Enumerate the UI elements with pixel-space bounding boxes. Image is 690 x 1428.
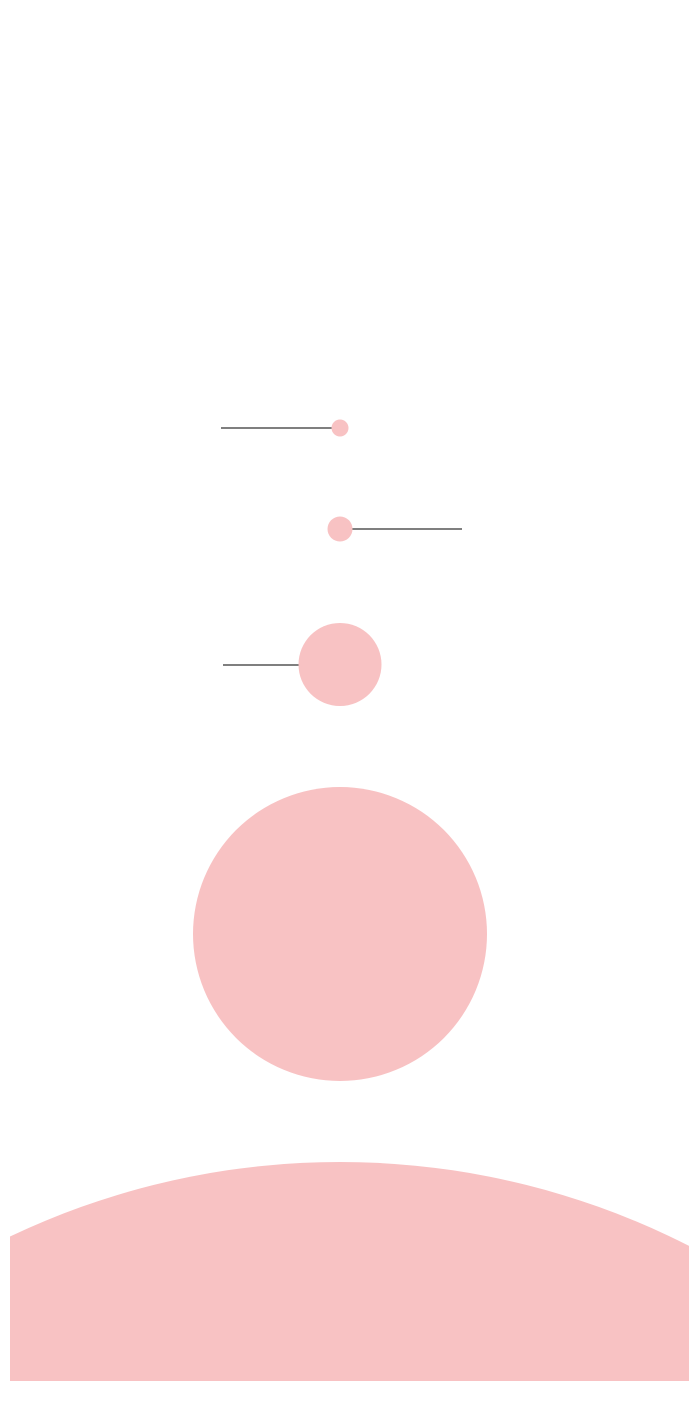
circle-3 [298,623,382,706]
circle-4 [193,787,487,1081]
circle-2 [327,516,353,542]
circle-5 [10,1162,689,1381]
circle-1 [331,419,349,437]
